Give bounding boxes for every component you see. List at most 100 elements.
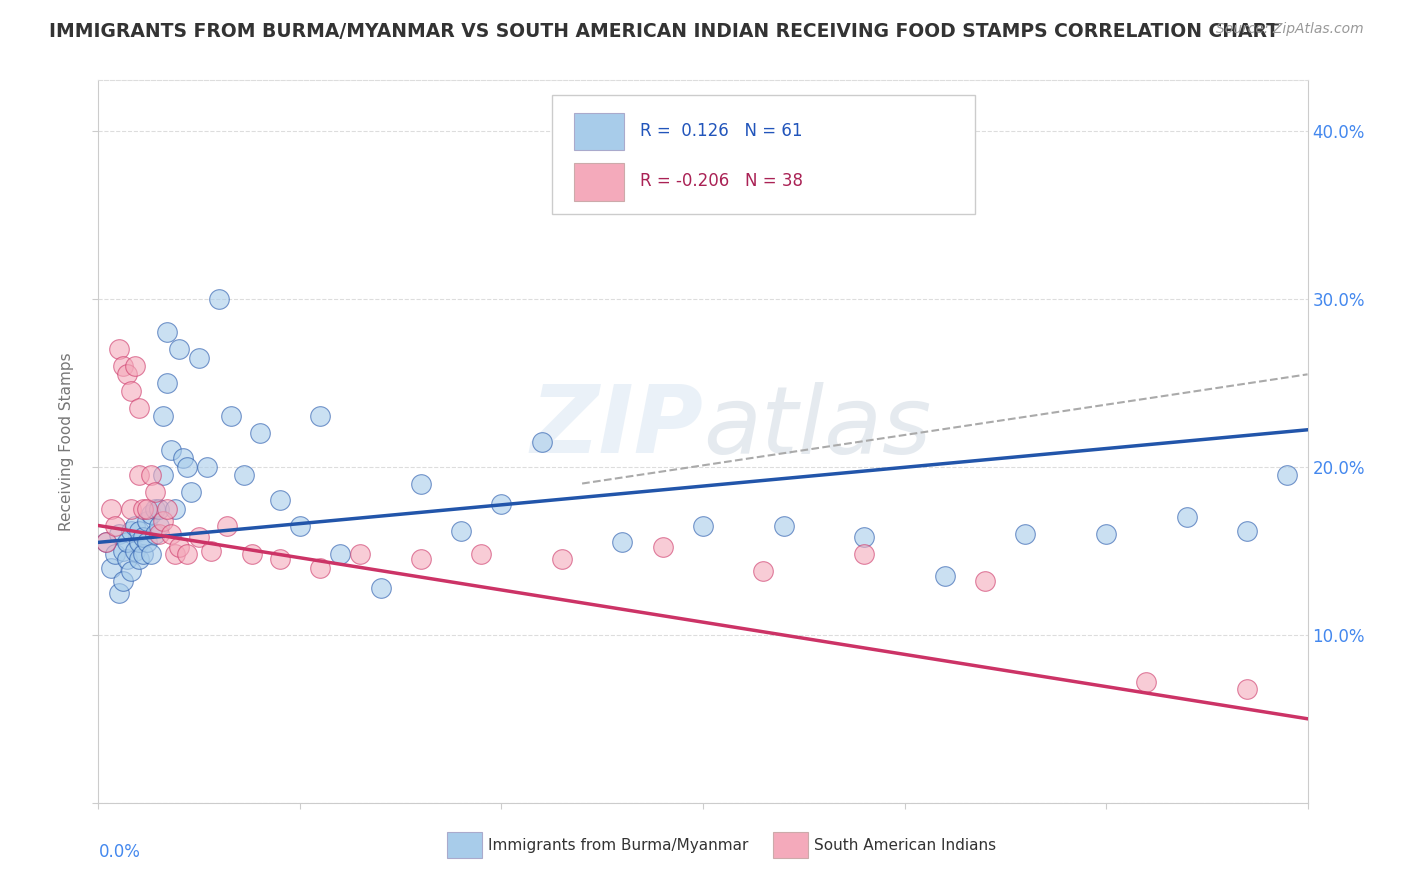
- Point: [128, 468, 150, 483]
- Point: [152, 409, 174, 424]
- Point: [148, 527, 170, 541]
- Point: [111, 543, 134, 558]
- Point: [1095, 527, 1118, 541]
- Point: [409, 552, 432, 566]
- Point: [143, 527, 166, 541]
- Point: [156, 501, 179, 516]
- Point: [115, 368, 138, 382]
- Point: [120, 501, 142, 516]
- Point: [269, 493, 291, 508]
- Point: [143, 501, 166, 516]
- Point: [772, 518, 794, 533]
- Point: [111, 359, 134, 373]
- Point: [450, 524, 472, 538]
- Point: [470, 547, 492, 561]
- Point: [143, 485, 166, 500]
- Point: [132, 547, 155, 561]
- Point: [132, 501, 155, 516]
- Point: [1236, 524, 1258, 538]
- Point: [269, 552, 291, 566]
- Text: South American Indians: South American Indians: [814, 838, 997, 853]
- Point: [176, 459, 198, 474]
- Point: [853, 547, 876, 561]
- Point: [188, 530, 211, 544]
- Point: [135, 514, 157, 528]
- FancyBboxPatch shape: [574, 112, 624, 151]
- Text: IMMIGRANTS FROM BURMA/MYANMAR VS SOUTH AMERICAN INDIAN RECEIVING FOOD STAMPS COR: IMMIGRANTS FROM BURMA/MYANMAR VS SOUTH A…: [49, 22, 1279, 41]
- Point: [96, 535, 118, 549]
- Point: [148, 501, 170, 516]
- Point: [139, 547, 162, 561]
- Text: R =  0.126   N = 61: R = 0.126 N = 61: [640, 122, 803, 140]
- Point: [152, 514, 174, 528]
- Point: [152, 468, 174, 483]
- Point: [208, 292, 231, 306]
- Point: [651, 541, 673, 555]
- FancyBboxPatch shape: [551, 95, 976, 214]
- Point: [167, 342, 190, 356]
- Text: R = -0.206   N = 38: R = -0.206 N = 38: [640, 172, 803, 190]
- Point: [221, 409, 243, 424]
- Point: [107, 586, 129, 600]
- Point: [132, 530, 155, 544]
- Point: [107, 342, 129, 356]
- FancyBboxPatch shape: [574, 163, 624, 201]
- Point: [120, 384, 142, 398]
- Point: [172, 451, 194, 466]
- Point: [135, 535, 157, 549]
- Point: [163, 547, 186, 561]
- Point: [309, 409, 332, 424]
- Point: [124, 359, 146, 373]
- Point: [160, 442, 183, 457]
- Point: [115, 535, 138, 549]
- Point: [160, 527, 183, 541]
- Point: [491, 497, 513, 511]
- Point: [124, 518, 146, 533]
- Point: [612, 535, 634, 549]
- Point: [1277, 468, 1299, 483]
- Point: [103, 547, 125, 561]
- Point: [156, 326, 179, 340]
- Point: [100, 501, 122, 516]
- Point: [135, 501, 157, 516]
- Point: [692, 518, 714, 533]
- Text: Source: ZipAtlas.com: Source: ZipAtlas.com: [1216, 22, 1364, 37]
- Point: [200, 543, 222, 558]
- Point: [232, 468, 254, 483]
- Point: [139, 507, 162, 521]
- Point: [180, 485, 202, 500]
- Point: [409, 476, 432, 491]
- Point: [309, 560, 332, 574]
- Point: [1014, 527, 1036, 541]
- Point: [139, 468, 162, 483]
- Text: ZIP: ZIP: [530, 381, 703, 473]
- Point: [249, 426, 271, 441]
- FancyBboxPatch shape: [447, 832, 482, 858]
- Point: [128, 401, 150, 415]
- Text: 0.0%: 0.0%: [98, 843, 141, 861]
- Point: [176, 547, 198, 561]
- Point: [752, 564, 775, 578]
- Point: [124, 543, 146, 558]
- Point: [1175, 510, 1198, 524]
- Point: [167, 541, 190, 555]
- Point: [240, 547, 263, 561]
- Point: [115, 552, 138, 566]
- Point: [128, 535, 150, 549]
- Point: [120, 564, 142, 578]
- Point: [551, 552, 574, 566]
- Point: [120, 524, 142, 538]
- Point: [370, 581, 392, 595]
- Point: [217, 518, 239, 533]
- Point: [853, 530, 876, 544]
- Point: [195, 459, 218, 474]
- Text: Immigrants from Burma/Myanmar: Immigrants from Burma/Myanmar: [488, 838, 748, 853]
- Point: [96, 535, 118, 549]
- Point: [530, 434, 553, 449]
- Point: [128, 552, 150, 566]
- Text: atlas: atlas: [703, 382, 931, 473]
- Point: [148, 518, 170, 533]
- Point: [288, 518, 311, 533]
- Point: [934, 569, 956, 583]
- Point: [163, 501, 186, 516]
